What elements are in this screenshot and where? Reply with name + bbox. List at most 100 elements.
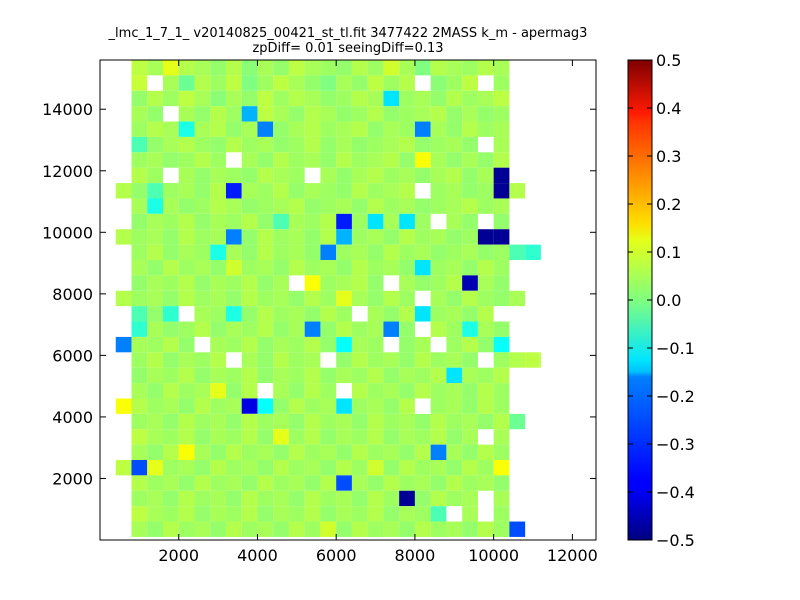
heatmap-cell	[131, 260, 148, 276]
heatmap-cell	[162, 260, 179, 276]
heatmap-cell	[320, 490, 337, 507]
heatmap-cell	[383, 367, 400, 384]
heatmap-cell	[257, 490, 274, 507]
heatmap-cell	[351, 367, 368, 384]
heatmap-cell	[147, 275, 163, 291]
heatmap-cell	[351, 260, 368, 276]
heatmap-cell	[225, 290, 242, 307]
heatmap-cell	[351, 490, 368, 507]
heatmap-cell	[131, 398, 148, 414]
heatmap-cell	[225, 229, 242, 245]
heatmap-cell	[147, 460, 163, 476]
heatmap-cell	[462, 75, 478, 91]
heatmap-cell	[225, 506, 242, 522]
heatmap-cell	[414, 136, 431, 153]
heatmap-cell	[257, 475, 274, 491]
heatmap-cell	[147, 136, 163, 153]
heatmap-cell	[399, 183, 415, 199]
heatmap-cell	[273, 336, 289, 353]
heatmap-cell	[131, 460, 148, 476]
heatmap-cell	[225, 306, 242, 322]
heatmap-cell	[493, 167, 510, 184]
heatmap-cell	[351, 429, 368, 445]
heatmap-cell	[493, 383, 510, 399]
heatmap-cell	[399, 275, 415, 291]
heatmap-cell	[477, 444, 494, 460]
heatmap-cell	[383, 413, 400, 430]
heatmap-cell	[210, 367, 226, 384]
heatmap-cell	[383, 213, 400, 230]
heatmap-cell	[288, 460, 305, 476]
heatmap-cell	[399, 306, 415, 322]
heatmap-cell	[273, 367, 289, 384]
heatmap-cell	[493, 398, 510, 414]
heatmap-cell	[257, 121, 274, 137]
heatmap-cell	[477, 260, 494, 276]
heatmap-cell	[320, 336, 337, 353]
heatmap-cell	[225, 198, 242, 214]
heatmap-cell	[257, 444, 274, 460]
heatmap-cell	[525, 352, 541, 368]
heatmap-cell	[194, 167, 211, 184]
heatmap-cell	[414, 521, 431, 537]
heatmap-cell	[336, 306, 352, 322]
heatmap-cell	[446, 198, 463, 214]
heatmap-cell	[446, 260, 463, 276]
heatmap-cell	[131, 60, 148, 76]
heatmap-cell	[493, 106, 510, 122]
heatmap-cell	[493, 413, 510, 430]
heatmap-cell	[351, 229, 368, 245]
heatmap-cell	[131, 413, 148, 430]
heatmap-cell	[147, 60, 163, 76]
heatmap-cell	[288, 121, 305, 137]
heatmap-cell	[399, 352, 415, 368]
heatmap-cell	[288, 475, 305, 491]
colorbar-tick-label: −0.1	[656, 339, 695, 358]
heatmap-cell	[115, 336, 132, 353]
heatmap-cell	[194, 275, 211, 291]
heatmap-cell	[241, 413, 258, 430]
heatmap-cell	[304, 398, 321, 414]
heatmap-cell	[493, 136, 510, 153]
heatmap-cell	[210, 152, 226, 168]
heatmap-cell	[257, 306, 274, 322]
heatmap-cell	[147, 183, 163, 199]
heatmap-cell	[462, 429, 478, 445]
heatmap-cell	[178, 460, 195, 476]
heatmap-cell	[351, 60, 368, 76]
heatmap-cell	[241, 244, 258, 260]
x-tick-label: 2000	[158, 546, 199, 565]
heatmap-cell	[304, 229, 321, 245]
heatmap-cell	[257, 352, 274, 368]
heatmap-cell	[336, 60, 352, 76]
heatmap-cell	[477, 460, 494, 476]
heatmap-cell	[162, 306, 179, 322]
heatmap-cell	[304, 213, 321, 230]
heatmap-cell	[210, 444, 226, 460]
heatmap-cell	[288, 506, 305, 522]
heatmap-cell	[367, 413, 384, 430]
heatmap-cell	[367, 367, 384, 384]
heatmap-cell	[477, 413, 494, 430]
heatmap-cell	[194, 383, 211, 399]
heatmap-cell	[194, 413, 211, 430]
heatmap-cell	[430, 198, 447, 214]
heatmap-cell	[194, 183, 211, 199]
heatmap-cell	[414, 429, 431, 445]
heatmap-cell	[430, 260, 447, 276]
heatmap-cell	[257, 336, 274, 353]
heatmap-cell	[462, 106, 478, 122]
heatmap-cell	[273, 321, 289, 337]
heatmap-cell	[320, 90, 337, 107]
heatmap-cell	[320, 275, 337, 291]
heatmap-cell	[225, 460, 242, 476]
heatmap-cell	[383, 444, 400, 460]
heatmap-cell	[336, 367, 352, 384]
heatmap-cell	[162, 413, 179, 430]
heatmap-cell	[430, 75, 447, 91]
heatmap-cell	[288, 490, 305, 507]
heatmap-cell	[304, 152, 321, 168]
heatmap-cell	[273, 167, 289, 184]
heatmap-cell	[399, 490, 415, 507]
heatmap-cell	[241, 460, 258, 476]
